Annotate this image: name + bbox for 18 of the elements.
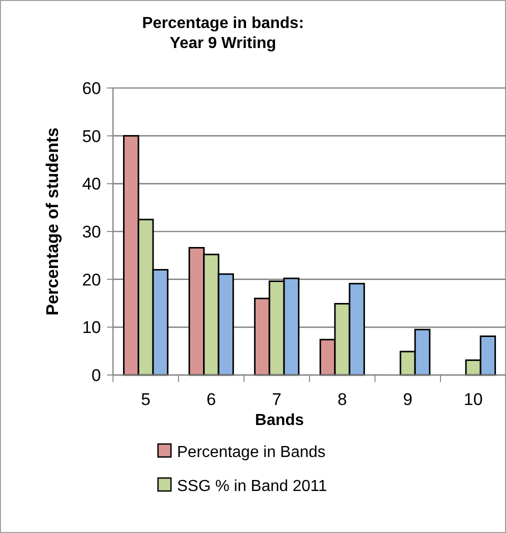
y-tick-label: 30 — [82, 222, 101, 242]
x-tick-label: 6 — [206, 390, 216, 409]
x-axis-title: Bands — [255, 412, 304, 429]
y-tick-label: 0 — [92, 366, 101, 385]
chart-title: Percentage in bands: Year 9 Writing — [142, 15, 304, 52]
y-tick-label: 60 — [82, 78, 101, 98]
x-tick-label: 9 — [403, 390, 412, 409]
legend-label: Percentage in Bands — [177, 444, 326, 461]
y-tick-label: 20 — [82, 270, 101, 290]
x-tick-label: 7 — [272, 390, 282, 409]
y-tick-label: 50 — [82, 126, 101, 146]
legend-label: SSG % in Band 2011 — [177, 478, 328, 495]
y-axis-title: Percentage of students — [43, 128, 62, 316]
x-tick-label: 5 — [141, 390, 150, 409]
x-tick-label: 8 — [338, 390, 347, 409]
y-tick-label: 10 — [82, 318, 101, 338]
y-tick-label: 40 — [82, 174, 101, 194]
x-tick-label: 10 — [464, 390, 483, 409]
